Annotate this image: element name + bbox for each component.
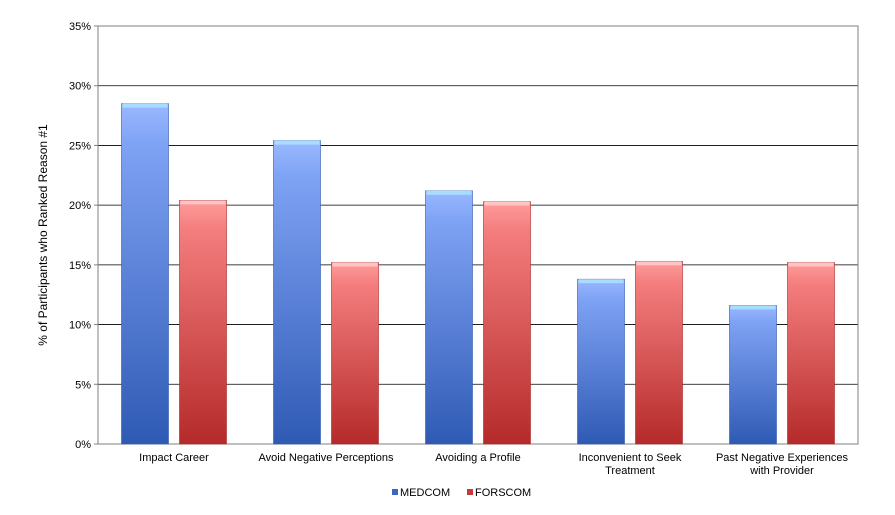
category-label: Past Negative Experiences with Provider bbox=[716, 452, 849, 477]
bar-forscom-3 bbox=[635, 260, 683, 445]
category-label: Avoiding a Profile bbox=[435, 452, 520, 464]
bar-cap-medcom-3 bbox=[578, 279, 624, 284]
y-tick-label: 35% bbox=[69, 21, 91, 33]
bar-forscom-4 bbox=[787, 262, 835, 445]
y-tick-label: 10% bbox=[69, 320, 91, 332]
bar-medcom-1 bbox=[273, 140, 321, 445]
bar-cap-forscom-2 bbox=[484, 201, 530, 206]
bar-cap-medcom-2 bbox=[426, 190, 472, 195]
x-axis-labels: Impact Career Avoid Negative Perceptions A… bbox=[139, 452, 848, 477]
bar-medcom-4 bbox=[729, 305, 777, 445]
legend-label-forscom: FORSCOM bbox=[475, 487, 531, 499]
bar-medcom-3 bbox=[577, 278, 625, 445]
bar-forscom-2 bbox=[483, 201, 531, 445]
bar-cap-forscom-4 bbox=[788, 262, 834, 267]
y-tick-label: 20% bbox=[69, 200, 91, 212]
y-axis-label: % of Participants who Ranked Reason #1 bbox=[36, 124, 50, 346]
bar-medcom-2 bbox=[425, 190, 473, 445]
legend-label-medcom: MEDCOM bbox=[400, 487, 450, 499]
legend: MEDCOM FORSCOM bbox=[392, 487, 531, 499]
category-label: Avoid Negative Perceptions bbox=[259, 452, 394, 464]
legend-swatch-forscom bbox=[467, 489, 473, 495]
bar-medcom-0 bbox=[121, 103, 169, 445]
y-tick-label: 15% bbox=[69, 260, 91, 272]
category-label: Impact Career bbox=[139, 452, 209, 464]
y-axis-ticks: 0% 5% 10% 15% 20% 25% 30% 35% bbox=[69, 21, 98, 451]
bar-forscom-0 bbox=[179, 200, 227, 445]
bar-cap-forscom-1 bbox=[332, 262, 378, 267]
bar-cap-medcom-4 bbox=[730, 305, 776, 310]
y-tick-label: 5% bbox=[75, 379, 91, 391]
plot-area-border bbox=[97, 25, 859, 445]
y-tick-label: 25% bbox=[69, 140, 91, 152]
bar-cap-medcom-0 bbox=[122, 103, 168, 108]
legend-swatch-medcom bbox=[392, 489, 398, 495]
category-label: Inconvenient to Seek Treatment bbox=[579, 452, 682, 477]
bar-forscom-1 bbox=[331, 262, 379, 445]
bar-cap-medcom-1 bbox=[274, 140, 320, 145]
y-tick-label: 0% bbox=[75, 439, 91, 451]
bars-group bbox=[121, 103, 835, 445]
y-tick-label: 30% bbox=[69, 81, 91, 93]
bar-cap-forscom-0 bbox=[180, 200, 226, 205]
bar-cap-forscom-3 bbox=[636, 261, 682, 266]
